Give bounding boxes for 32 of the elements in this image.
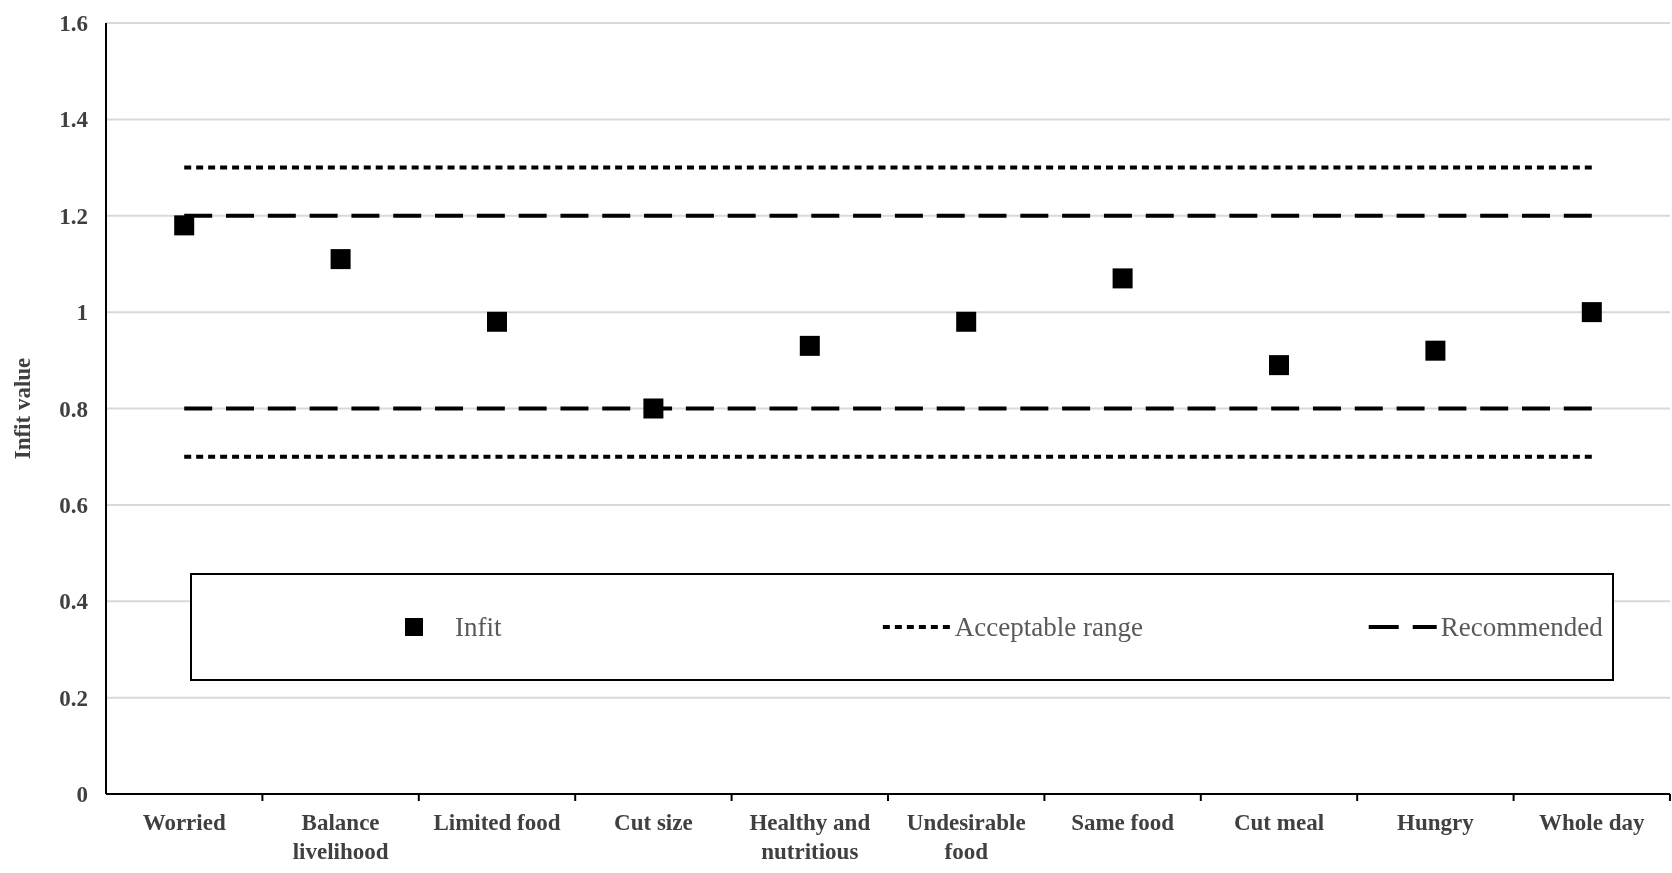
x-tick-label: Same food — [1071, 810, 1175, 835]
point — [174, 215, 195, 236]
point — [487, 311, 507, 332]
point — [1269, 355, 1289, 376]
y-tick-label: 0.6 — [59, 492, 88, 518]
x-tick-label: Balance livelihood — [292, 810, 389, 864]
legend-label: Recommended — [1440, 612, 1604, 643]
y-tick-label: 0.4 — [59, 589, 89, 615]
y-tick-label: 1.6 — [59, 11, 88, 37]
y-tick-label: 1.4 — [59, 107, 89, 133]
y-tick-label: 0.2 — [59, 685, 88, 711]
point — [799, 335, 820, 356]
point — [1112, 268, 1133, 289]
x-tick-label: Worried — [142, 810, 226, 835]
point — [956, 311, 977, 332]
x-tick-label: Healthy and nutritious — [749, 810, 871, 864]
y-tick-label: 1 — [76, 300, 88, 326]
x-tick-label: Cut size — [614, 810, 693, 835]
y-axis-title: Infit value — [10, 357, 35, 460]
point — [1581, 302, 1602, 323]
y-tick-label: 0.8 — [59, 396, 88, 422]
x-tick-label: Undesirable food — [906, 810, 1026, 864]
legend-label: Acceptable range — [954, 612, 1143, 643]
x-tick-label: Limited food — [433, 810, 561, 835]
x-tick-label: Hungry — [1397, 810, 1475, 835]
x-tick-label: Whole day — [1539, 810, 1646, 835]
point — [330, 249, 351, 270]
x-tick-label: Cut meal — [1233, 810, 1325, 835]
y-tick-label: 0 — [76, 782, 88, 808]
point — [1425, 340, 1446, 361]
legend-label: Infit — [455, 612, 502, 643]
y-tick-label: 1.2 — [59, 203, 88, 229]
